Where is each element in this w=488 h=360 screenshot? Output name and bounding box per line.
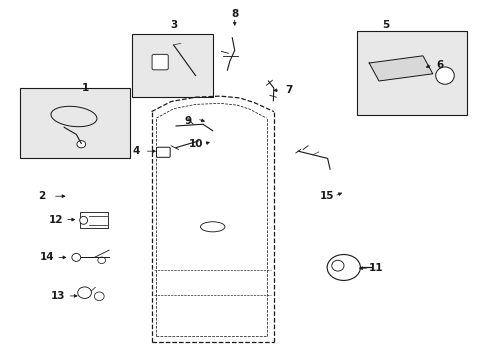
Ellipse shape bbox=[200, 222, 224, 232]
Text: 1: 1 bbox=[82, 83, 89, 93]
Text: 10: 10 bbox=[188, 139, 203, 149]
Ellipse shape bbox=[78, 287, 91, 298]
Bar bbox=[132, 34, 212, 97]
Text: 5: 5 bbox=[382, 20, 389, 30]
Ellipse shape bbox=[98, 257, 105, 264]
FancyBboxPatch shape bbox=[156, 147, 170, 157]
Text: 15: 15 bbox=[319, 191, 333, 201]
Text: 7: 7 bbox=[284, 85, 292, 95]
Polygon shape bbox=[368, 56, 432, 81]
Ellipse shape bbox=[326, 255, 360, 280]
Text: 9: 9 bbox=[184, 116, 191, 126]
Ellipse shape bbox=[435, 67, 453, 84]
Ellipse shape bbox=[94, 292, 104, 301]
Text: 3: 3 bbox=[170, 20, 177, 30]
Text: 11: 11 bbox=[368, 263, 383, 273]
Bar bbox=[356, 31, 466, 115]
Ellipse shape bbox=[77, 141, 85, 148]
Text: 14: 14 bbox=[40, 252, 55, 262]
Text: 13: 13 bbox=[50, 291, 65, 301]
FancyBboxPatch shape bbox=[152, 54, 168, 70]
Text: 6: 6 bbox=[436, 60, 443, 70]
Ellipse shape bbox=[331, 260, 344, 271]
Ellipse shape bbox=[80, 216, 87, 224]
Ellipse shape bbox=[72, 253, 81, 261]
Text: 8: 8 bbox=[231, 9, 238, 19]
Text: 2: 2 bbox=[38, 191, 45, 201]
Bar bbox=[80, 212, 108, 228]
Text: 4: 4 bbox=[132, 146, 140, 156]
Text: 12: 12 bbox=[49, 215, 63, 225]
Bar bbox=[20, 88, 129, 158]
